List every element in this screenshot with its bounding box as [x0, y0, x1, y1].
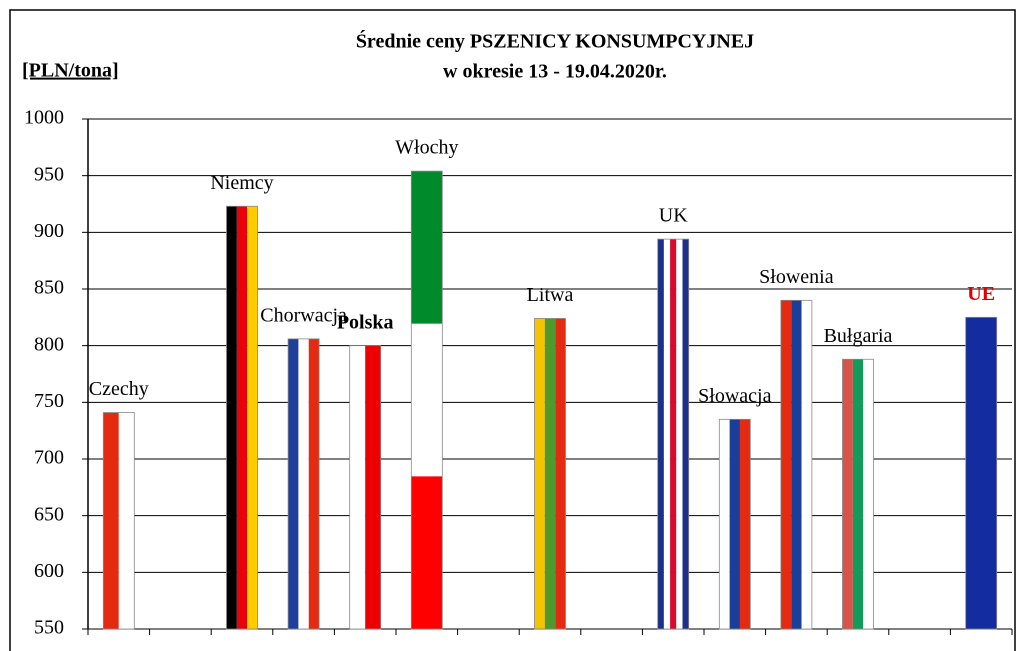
- bar-outline: [842, 358, 874, 630]
- bar: [349, 345, 382, 630]
- bar: [965, 316, 998, 630]
- bar-stripe: [739, 419, 751, 629]
- bar-label: Polska: [337, 311, 394, 333]
- bar: [657, 238, 690, 630]
- bar: [102, 412, 135, 630]
- bar-label: UE: [967, 283, 995, 305]
- y-tick-label: 750: [34, 390, 64, 412]
- bar: [226, 205, 258, 630]
- bar-stripe: [682, 239, 689, 629]
- bar-stripe: [236, 206, 248, 629]
- bar-stripe: [791, 300, 802, 629]
- bar: [842, 358, 874, 630]
- bar-stripe: [965, 317, 997, 629]
- bar-label: Włochy: [395, 137, 458, 159]
- bar-stripe: [780, 300, 792, 629]
- y-axis-label: [PLN/tona]: [22, 60, 119, 82]
- y-tick-label: 800: [34, 333, 64, 355]
- bar-stripe: [349, 345, 366, 629]
- bar-stripe: [365, 345, 381, 629]
- bar-stripe: [308, 338, 320, 629]
- bar-label: Chorwacja: [260, 304, 347, 326]
- y-tick-label: 1000: [24, 107, 64, 129]
- bar-stripe: [657, 239, 664, 629]
- bar-stripe: [544, 318, 556, 629]
- bar-stripe: [247, 206, 258, 629]
- bar-stripe: [103, 412, 119, 629]
- bar-stripe: [555, 318, 566, 629]
- y-tick-label: 700: [34, 447, 64, 469]
- bar-stripe: [298, 338, 309, 629]
- bar-stripe: [676, 239, 683, 629]
- bar-label: Litwa: [527, 284, 574, 306]
- bar-stripe: [719, 419, 730, 629]
- y-tick-label: 900: [34, 220, 64, 242]
- bar-label: Słowacja: [698, 385, 771, 407]
- bar-stripe: [411, 323, 443, 477]
- bar-outline: [410, 170, 443, 630]
- chart-title: Średnie ceny PSZENICY KONSUMPCYJNEJ: [356, 29, 754, 53]
- bar: [780, 299, 813, 630]
- bar: [287, 338, 320, 630]
- chart-subtitle: w okresie 13 - 19.04.2020r.: [443, 61, 667, 83]
- bar-stripe: [863, 359, 874, 629]
- y-tick-label: 950: [34, 163, 64, 185]
- y-tick-label: 600: [34, 560, 64, 582]
- bar-outline: [287, 338, 320, 630]
- bar-stripe: [411, 171, 443, 324]
- bar-outline: [965, 316, 998, 630]
- bar-stripe: [411, 476, 443, 629]
- y-tick-label: 850: [34, 277, 64, 299]
- bar-stripe: [118, 412, 135, 629]
- bar-label: Słowenia: [759, 266, 834, 288]
- bar-label: Czechy: [89, 378, 149, 400]
- bar-label: Bułgaria: [824, 325, 893, 347]
- bar-outline: [534, 318, 566, 630]
- bar-stripe: [801, 300, 812, 629]
- bar-stripe: [226, 206, 237, 629]
- y-tick-label: 650: [34, 503, 64, 525]
- bar-stripe: [534, 318, 545, 629]
- bar-outline: [349, 345, 382, 630]
- bar-stripe: [842, 359, 853, 629]
- bar-stripe: [852, 359, 864, 629]
- bar: [410, 170, 443, 630]
- bar-stripe: [670, 239, 677, 629]
- bar-outline: [718, 418, 751, 630]
- bar-outline: [226, 205, 258, 630]
- bar-outline: [657, 238, 690, 630]
- bar-stripe: [663, 239, 671, 629]
- bar-outline: [780, 299, 813, 630]
- bar: [718, 418, 751, 630]
- bar: [534, 318, 566, 630]
- bar-outline: [102, 412, 135, 630]
- y-tick-label: 550: [34, 617, 64, 639]
- border: [9, 9, 1016, 651]
- bar-stripe: [729, 419, 740, 629]
- bar-label: Niemcy: [210, 172, 273, 194]
- bar-stripe: [288, 338, 299, 629]
- bar-label: UK: [659, 205, 688, 227]
